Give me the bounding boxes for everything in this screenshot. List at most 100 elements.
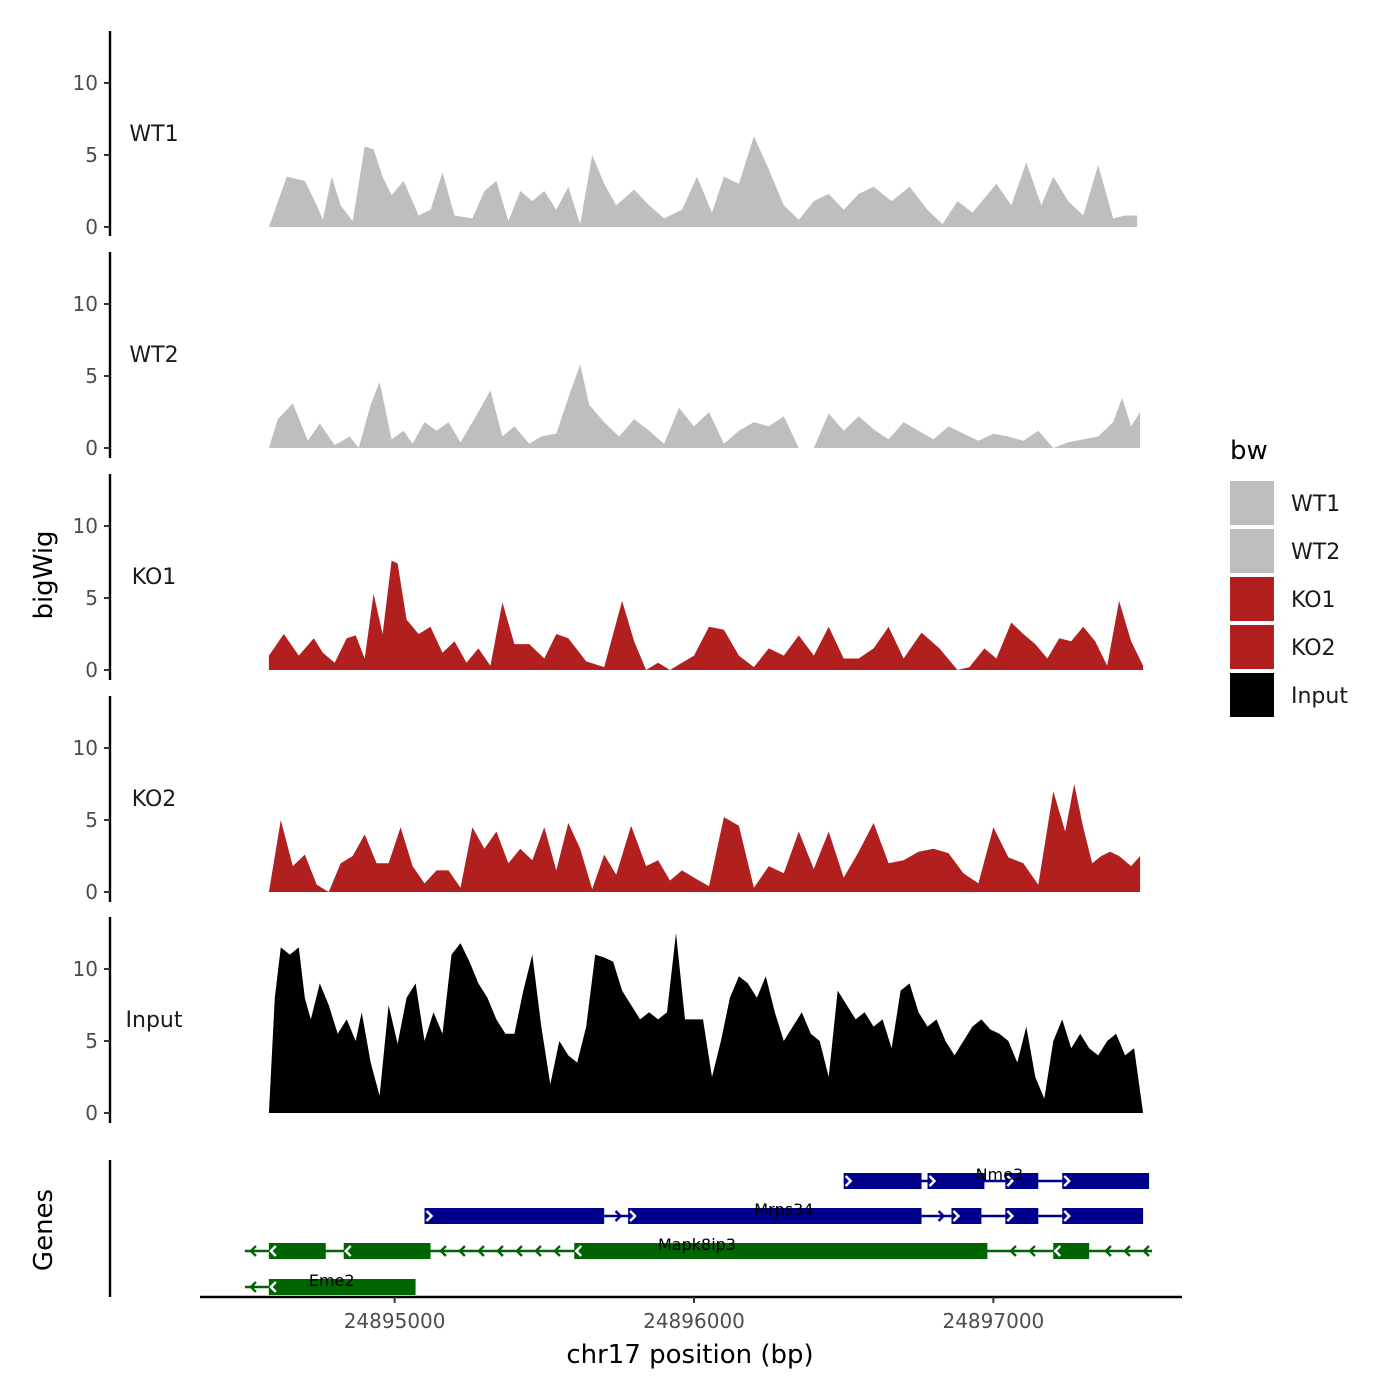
strand-arrow (1104, 1245, 1112, 1257)
strand-arrow (928, 1175, 937, 1187)
strand-arrow (1123, 1245, 1131, 1257)
y-tick-label: 0 (85, 436, 98, 460)
y-tick-label: 0 (85, 658, 98, 682)
strand-arrow (458, 1245, 466, 1257)
strand-arrow (425, 1210, 434, 1222)
strand-arrow (574, 1245, 583, 1257)
y-tick-label: 0 (85, 880, 98, 904)
y-tick-label: 5 (85, 364, 98, 388)
track-ko2: 0 5 10 KO2 (73, 696, 1141, 904)
gene-mrps34: Mrps34 (424, 1200, 1144, 1224)
legend-label: KO2 (1291, 636, 1336, 661)
gene-nme3: Nme3 (843, 1165, 1150, 1189)
gene-exon (927, 1173, 985, 1189)
x-tick-label: 24896000 (643, 1309, 745, 1333)
strand-arrow (629, 1210, 637, 1222)
y-axis-title: bigWig (29, 530, 59, 619)
legend-label: Input (1291, 684, 1348, 709)
strand-arrow (1028, 1245, 1036, 1257)
signal-area-ko1 (268, 560, 1144, 670)
strand-arrow (496, 1245, 504, 1257)
strand-arrow (534, 1245, 542, 1257)
strand-arrow (1142, 1245, 1150, 1257)
y-tick-label: 10 (73, 736, 98, 760)
strand-arrow (269, 1281, 277, 1293)
legend-swatch (1230, 481, 1274, 525)
gene-eme2: Eme2 (244, 1271, 416, 1295)
genes-panel: Nme3 Mrps34 Mapk8ip3 Eme2 (108, 1160, 1153, 1297)
gene-exon (268, 1243, 326, 1259)
x-tick-label: 24897000 (942, 1309, 1044, 1333)
legend-swatch (1230, 529, 1274, 573)
track-label: KO1 (132, 565, 177, 590)
strand-arrow (1006, 1210, 1015, 1222)
legend-label: WT1 (1291, 492, 1340, 517)
legend: bw WT1 WT2 KO1 KO2 Input (1230, 436, 1348, 717)
gene-mapk8ip3: Mapk8ip3 (244, 1235, 1153, 1259)
gene-exon (843, 1173, 922, 1189)
track-label: Input (126, 1008, 183, 1033)
gene-label: Nme3 (976, 1165, 1024, 1184)
y-tick-label: 10 (73, 292, 98, 316)
x-axis-title: chr17 position (bp) (566, 1340, 813, 1370)
strand-arrow (553, 1245, 561, 1257)
y-tick-label: 0 (85, 1101, 98, 1125)
legend-entry-ko2: KO2 (1230, 625, 1336, 669)
gene-exon (574, 1243, 988, 1259)
strand-arrow (937, 1210, 946, 1222)
legend-entry-ko1: KO1 (1230, 577, 1336, 621)
strand-arrow (614, 1210, 623, 1222)
gene-exon (343, 1243, 431, 1259)
legend-title: bw (1230, 436, 1268, 466)
signal-area-wt2 (268, 364, 1141, 448)
strand-arrow (952, 1210, 961, 1222)
gene-exon (1062, 1173, 1150, 1189)
gene-label: Mapk8ip3 (658, 1235, 736, 1254)
track-label: KO2 (132, 787, 177, 812)
y-tick-label: 0 (85, 215, 98, 239)
strand-arrow (844, 1175, 853, 1187)
track-ko1: 0 5 10 KO1 (73, 474, 1144, 682)
gene-label: Eme2 (309, 1271, 355, 1290)
legend-entry-input: Input (1230, 673, 1348, 717)
gene-exon (424, 1208, 605, 1224)
legend-label: KO1 (1291, 588, 1336, 613)
gene-exon (1053, 1243, 1090, 1259)
x-axis: 24895000 24896000 24897000 (200, 1295, 1182, 1333)
track-wt1: 0 5 10 WT1 (73, 31, 1138, 239)
strand-arrow (1063, 1210, 1071, 1222)
strand-arrow (1063, 1175, 1071, 1187)
gene-exon (1062, 1208, 1144, 1224)
strand-arrow (1009, 1245, 1017, 1257)
track-label: WT1 (129, 122, 178, 147)
gene-exon (628, 1208, 922, 1224)
legend-swatch (1230, 577, 1274, 621)
gene-exon (951, 1208, 982, 1224)
strand-arrow (249, 1281, 257, 1293)
y-tick-label: 10 (73, 71, 98, 95)
strand-arrow (344, 1245, 352, 1257)
strand-arrow (477, 1245, 485, 1257)
gene-exon (1005, 1208, 1039, 1224)
strand-arrow (515, 1245, 523, 1257)
track-label: WT2 (129, 343, 178, 368)
legend-label: WT2 (1291, 540, 1340, 565)
legend-entry-wt2: WT2 (1230, 529, 1340, 573)
strand-arrow (1053, 1245, 1062, 1257)
y-tick-label: 5 (85, 143, 98, 167)
track-wt2: 0 5 10 WT2 (73, 252, 1141, 460)
y-tick-label: 5 (85, 808, 98, 832)
strand-arrow (249, 1245, 257, 1257)
gene-exon (268, 1279, 416, 1295)
signal-area-wt1 (268, 136, 1138, 227)
legend-swatch (1230, 673, 1274, 717)
strand-arrow (1006, 1175, 1015, 1187)
legend-entry-wt1: WT1 (1230, 481, 1340, 525)
y-tick-label: 10 (73, 514, 98, 538)
strand-arrow (439, 1245, 447, 1257)
gene-exon (1005, 1173, 1039, 1189)
track-panels: 0 5 10 WT1 0 5 10 WT2 0 5 10 KO1 0 5 10 KO2 0 5 10 Input (73, 31, 1144, 1125)
y-tick-label: 5 (85, 1029, 98, 1053)
signal-area-input (268, 933, 1144, 1113)
